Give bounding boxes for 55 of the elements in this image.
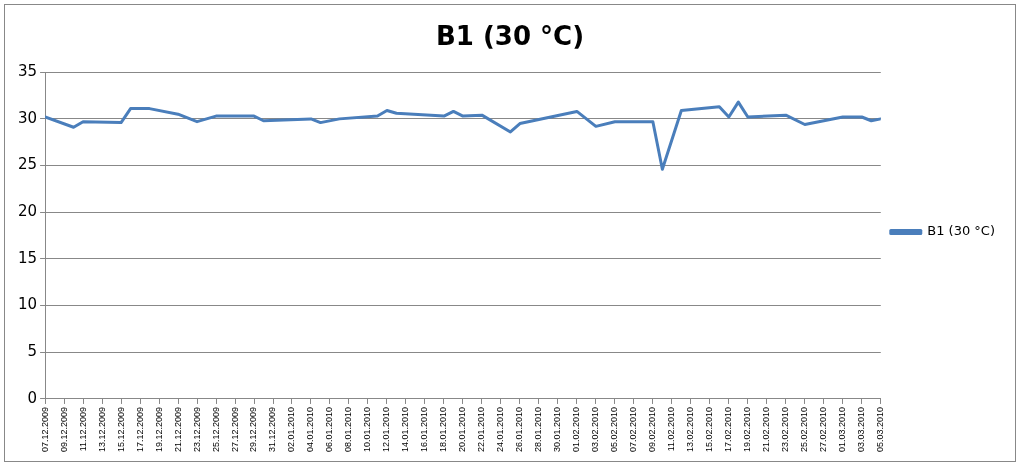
- y-tick-label: 25: [17, 155, 38, 174]
- x-tick-label: 21.12.2009: [172, 406, 183, 452]
- x-tick-label: 30.01.2010: [552, 406, 563, 452]
- x-tick-label: 14.01.2010: [400, 406, 411, 452]
- x-tick-label: 04.01.2010: [305, 406, 316, 452]
- x-tick-label: 29.12.2009: [248, 406, 259, 452]
- x-tick-label: 24.01.2010: [495, 406, 506, 452]
- x-tick-label: 12.01.2010: [381, 406, 392, 452]
- x-tick-label: 19.12.2009: [153, 406, 164, 452]
- x-tick-label: 09.02.2010: [647, 406, 658, 452]
- legend-label: B1 (30 °C): [927, 223, 995, 239]
- x-tick-label: 18.01.2010: [438, 406, 449, 452]
- x-tick-label: 13.12.2009: [96, 406, 107, 452]
- x-tick-label: 27.02.2010: [818, 406, 829, 452]
- x-tick-label: 22.01.2010: [476, 406, 487, 452]
- y-tick-label: 15: [17, 248, 38, 267]
- x-tick-label: 07.02.2010: [628, 406, 639, 452]
- x-tick-label: 13.02.2010: [685, 406, 696, 452]
- x-tick-label: 09.12.2009: [58, 406, 69, 452]
- x-tick-label: 08.01.2010: [343, 406, 354, 452]
- x-tick-label: 23.12.2009: [191, 406, 202, 452]
- y-tick-label: 20: [17, 202, 38, 221]
- x-tick-label: 02.01.2010: [286, 406, 297, 452]
- x-tick-label: 17.12.2009: [134, 406, 145, 452]
- x-tick-label: 15.02.2010: [704, 406, 715, 452]
- x-tick-label: 25.12.2009: [210, 406, 221, 452]
- x-tick-label: 28.01.2010: [533, 406, 544, 452]
- y-tick-label: 35: [17, 62, 38, 81]
- x-tick-label: 25.02.2010: [799, 406, 810, 452]
- y-tick-label: 0: [27, 388, 38, 407]
- x-tick-label: 07.12.2009: [39, 406, 50, 452]
- x-tick-label: 11.02.2010: [666, 406, 677, 452]
- x-tick-label: 15.12.2009: [115, 406, 126, 452]
- x-tick-label: 23.02.2010: [780, 406, 791, 452]
- y-tick-label: 30: [17, 108, 38, 127]
- y-tick-label: 5: [27, 342, 38, 361]
- x-tick-label: 06.01.2010: [324, 406, 335, 452]
- x-tick-label: 16.01.2010: [419, 406, 430, 452]
- x-tick-label: 26.01.2010: [514, 406, 525, 452]
- x-tick-label: 11.12.2009: [77, 406, 88, 452]
- x-tick-label: 01.03.2010: [837, 406, 848, 452]
- x-tick-label: 31.12.2009: [267, 406, 278, 452]
- x-tick-label: 21.02.2010: [761, 406, 772, 452]
- x-tick-label: 05.02.2010: [609, 406, 620, 452]
- x-tick-label: 01.02.2010: [571, 406, 582, 452]
- x-tick-label: 05.03.2010: [875, 406, 886, 452]
- x-tick-label: 19.02.2010: [742, 406, 753, 452]
- x-tick-label: 27.12.2009: [229, 406, 240, 452]
- x-tick-label: 10.01.2010: [362, 406, 373, 452]
- y-tick-label: 10: [17, 295, 38, 314]
- chart-title: B1 (30 °C): [435, 21, 585, 52]
- x-tick-label: 03.03.2010: [856, 406, 867, 452]
- x-tick-label: 20.01.2010: [457, 406, 468, 452]
- x-tick-label: 03.02.2010: [590, 406, 601, 452]
- x-tick-label: 17.02.2010: [723, 406, 734, 452]
